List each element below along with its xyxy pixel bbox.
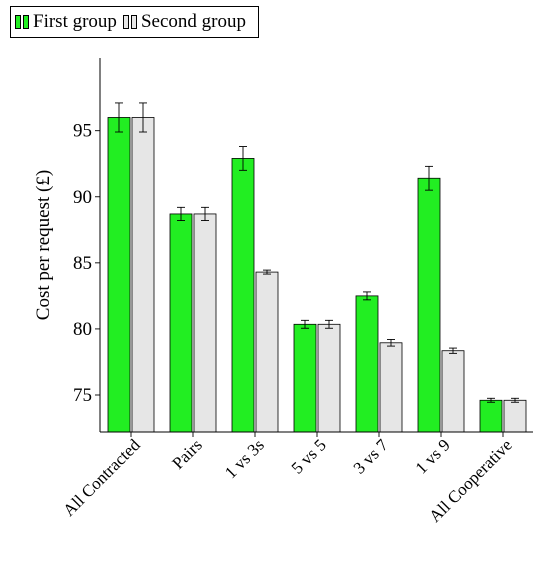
bar-first-0 — [107, 117, 131, 433]
x-tick-label-4: 3 vs 7 — [350, 435, 393, 478]
legend-swatch-second — [130, 15, 137, 29]
x-tick-label-3: 5 vs 5 — [288, 435, 330, 477]
bar-second-1 — [193, 213, 217, 433]
legend-entry-first-group: First group — [15, 11, 117, 33]
y-tick-label-0: 75 — [73, 385, 92, 406]
x-tick-label-5: 1 vs 9 — [412, 435, 454, 477]
bar-second-6 — [503, 399, 527, 433]
y-tick-label-2: 85 — [73, 253, 92, 274]
bar-second-2 — [255, 271, 279, 433]
bar-first-4 — [355, 295, 379, 433]
legend-label-second-group: Second group — [140, 11, 246, 32]
y-tick-label-3: 90 — [73, 187, 92, 208]
bar-first-3 — [293, 323, 317, 433]
bar-first-1 — [169, 213, 193, 433]
bar-second-4 — [379, 342, 403, 433]
x-tick-label-1: Pairs — [168, 435, 205, 472]
legend-swatch-second — [122, 15, 129, 29]
bar-first-5 — [417, 177, 441, 433]
bar-second-5 — [441, 350, 465, 433]
bar-first-6 — [479, 399, 503, 433]
y-tick-label-4: 95 — [73, 121, 92, 142]
x-tick-label-0: All Contracted — [59, 435, 144, 520]
y-axis-label: Cost per request (£) — [33, 170, 54, 320]
x-tick-label-2: 1 vs 3s — [221, 435, 268, 482]
legend-label-first-group: First group — [33, 11, 117, 32]
bar-first-2 — [231, 158, 255, 433]
legend: First group Second group — [10, 6, 259, 38]
legend-swatch-first — [23, 15, 29, 29]
bar-second-0 — [131, 117, 155, 433]
legend-swatch-first — [15, 15, 21, 29]
y-tick-label-1: 80 — [73, 319, 92, 340]
bar-second-3 — [317, 323, 341, 433]
legend-entry-second-group: Second group — [122, 11, 246, 33]
